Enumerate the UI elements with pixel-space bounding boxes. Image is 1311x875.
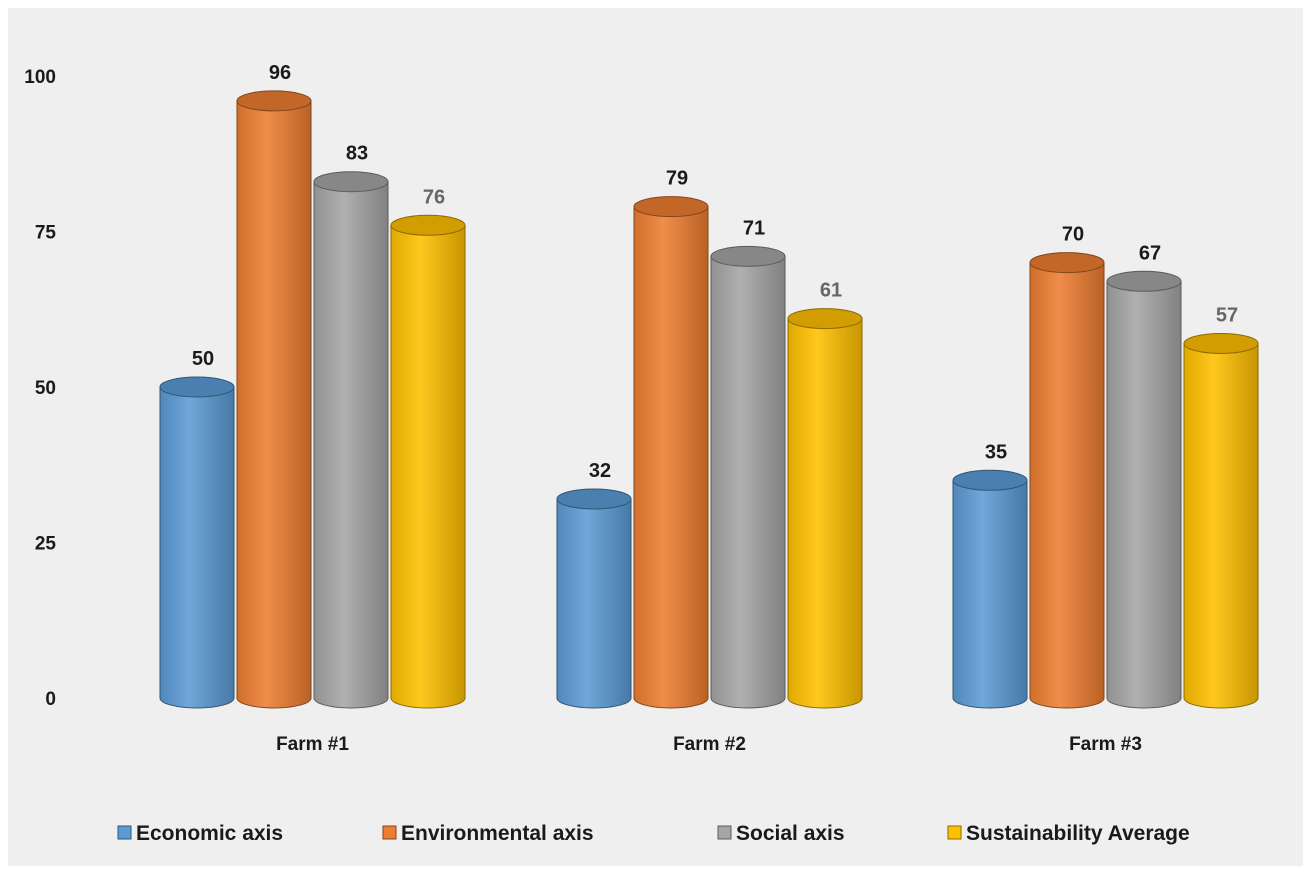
legend-item: Social axis [717,822,845,845]
bar [1029,252,1105,709]
y-tick-label: 50 [35,378,56,399]
bar-cap [1106,270,1182,292]
y-tick-label: 25 [35,534,57,555]
data-label: 70 [1062,224,1084,246]
data-label: 71 [743,217,765,239]
bar-cap [390,214,466,236]
legend: Economic axis Environmental axis Social ax… [117,822,1190,845]
bar-body [159,386,235,709]
data-label: 67 [1139,242,1161,264]
bar [952,469,1028,709]
y-tick-label: 75 [35,223,57,244]
bar-cap [1029,252,1105,274]
bar-cap [556,488,632,510]
bar [159,376,235,709]
bar-body [313,181,389,709]
bar [633,196,709,709]
bar-cap [236,90,312,112]
bar-cap [710,245,786,267]
data-label: 79 [666,168,688,190]
bar-body [236,100,312,709]
bar-body [710,255,786,709]
bar [1106,270,1182,709]
legend-item: Economic axis [117,822,283,845]
legend-label: Economic axis [136,822,283,845]
bar [313,171,389,709]
data-label: 83 [346,143,368,165]
data-label: 61 [820,280,842,302]
bar-body [1106,280,1182,709]
bar-body [556,498,632,709]
legend-label: Social axis [736,822,845,845]
data-label: 35 [985,441,1007,463]
bar-body [1183,342,1259,709]
bar-cap [633,196,709,218]
bar [390,214,466,709]
legend-item: Environmental axis [382,822,594,845]
bar-cap [787,308,863,330]
data-label: 96 [269,62,291,84]
cylinder-bar-chart: 0 25 50 75 100 50 96 83 76 32 79 71 61 35 70 67 57 Farm… [24,62,1259,845]
bar-body [390,224,466,709]
x-axis: Farm #1 Farm #2 Farm #3 [276,734,1142,755]
y-tick-label: 100 [24,67,56,88]
bar [556,488,632,709]
data-label: 76 [423,186,445,208]
chart-area: 0 25 50 75 100 50 96 83 76 32 79 71 61 35 70 67 57 Farm… [8,8,1303,866]
x-category-label: Farm #1 [276,734,349,755]
bar-cap [313,171,389,193]
legend-swatch [382,825,397,840]
legend-item: Sustainability Average [947,822,1190,845]
bar-cap [952,469,1028,491]
data-label: 32 [589,460,611,482]
bar-body [633,206,709,709]
bar [787,308,863,709]
legend-swatch [947,825,962,840]
bar [236,90,312,709]
legend-swatch [117,825,132,840]
x-category-label: Farm #2 [673,734,746,755]
bar-cap [1183,332,1259,354]
x-category-label: Farm #3 [1069,734,1142,755]
data-labels: 50 96 83 76 32 79 71 61 35 70 67 57 [192,62,1238,482]
legend-label: Sustainability Average [966,822,1190,845]
legend-swatch [717,825,732,840]
bar [1183,332,1259,709]
bar-body [787,318,863,709]
data-label: 50 [192,348,214,370]
bar-cap [159,376,235,398]
data-label: 57 [1216,304,1238,326]
bar-body [1029,262,1105,709]
bar [710,245,786,709]
y-axis: 0 25 50 75 100 [24,67,56,710]
bar-body [952,479,1028,709]
y-tick-label: 0 [45,689,56,710]
bars [159,90,1259,709]
legend-label: Environmental axis [401,822,594,845]
